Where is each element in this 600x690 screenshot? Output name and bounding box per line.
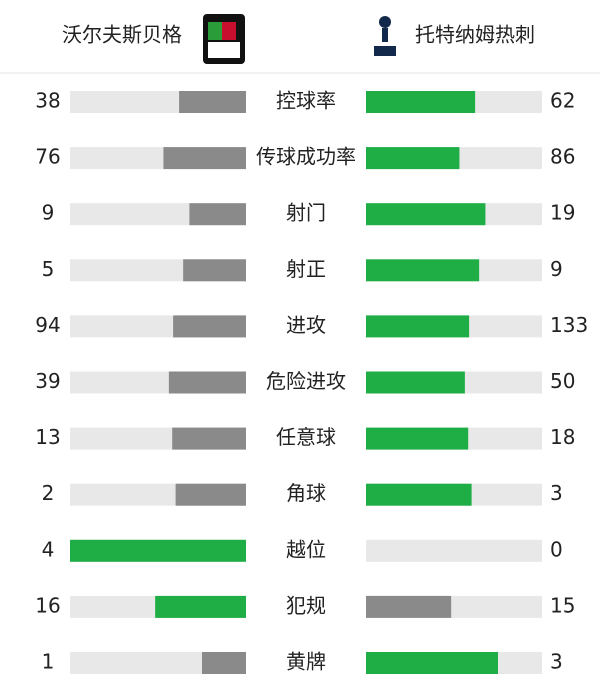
stat-label: 射正: [286, 257, 326, 281]
away-bar: [366, 259, 480, 282]
stat-label: 犯规: [286, 593, 326, 617]
home-bar: [155, 595, 246, 618]
away-bar: [366, 595, 452, 618]
away-value: 9: [550, 257, 563, 281]
away-value: 3: [550, 650, 563, 674]
home-value: 9: [42, 201, 55, 225]
away-value: 50: [550, 369, 575, 393]
stat-label: 控球率: [276, 89, 336, 113]
away-bar: [366, 147, 460, 170]
home-value: 38: [35, 89, 60, 113]
home-value: 2: [42, 481, 55, 505]
home-bar: [202, 652, 246, 674]
away-bar: [366, 203, 486, 226]
home-team-name: 沃尔夫斯贝格: [62, 23, 182, 47]
home-bar: [70, 539, 246, 562]
home-value: 5: [42, 257, 55, 281]
away-value: 19: [550, 201, 575, 225]
home-value: 1: [42, 650, 55, 674]
away-bar: [366, 371, 465, 394]
away-value: 133: [550, 313, 588, 337]
away-value: 86: [550, 145, 575, 169]
home-value: 76: [35, 145, 60, 169]
home-bar: [175, 483, 246, 506]
away-track: [366, 539, 542, 562]
away-bar: [366, 315, 470, 338]
away-value: 3: [550, 481, 563, 505]
stat-label: 角球: [286, 481, 326, 505]
stat-label: 任意球: [276, 425, 336, 449]
stat-label: 进攻: [286, 313, 326, 337]
away-team-logo: [374, 16, 396, 56]
home-bar: [179, 91, 246, 113]
away-bar: [366, 483, 472, 506]
home-team-logo: [203, 14, 245, 64]
away-bar: [366, 91, 476, 113]
away-bar: [366, 427, 469, 450]
stat-label: 黄牌: [286, 650, 326, 674]
home-bar: [183, 259, 246, 282]
stat-label: 越位: [286, 537, 326, 561]
home-value: 4: [42, 537, 55, 561]
home-bar: [172, 427, 246, 450]
away-value: 18: [550, 425, 575, 449]
home-value: 39: [35, 369, 60, 393]
away-team-name: 托特纳姆热刺: [415, 23, 535, 47]
away-value: 0: [550, 537, 563, 561]
home-bar: [173, 315, 246, 338]
home-value: 16: [35, 593, 60, 617]
stat-label: 危险进攻: [266, 369, 346, 393]
home-bar: [168, 371, 246, 394]
home-bar: [189, 203, 246, 226]
stat-label: 传球成功率: [256, 145, 356, 169]
home-bar: [163, 147, 246, 170]
away-value: 15: [550, 593, 575, 617]
away-value: 62: [550, 89, 575, 113]
home-value: 13: [35, 425, 60, 449]
away-bar: [366, 652, 498, 674]
stat-label: 射门: [286, 201, 326, 225]
home-value: 94: [35, 313, 60, 337]
